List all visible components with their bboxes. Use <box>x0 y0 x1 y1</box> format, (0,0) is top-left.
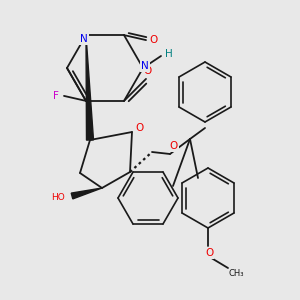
Text: N: N <box>141 61 149 71</box>
Text: CH₃: CH₃ <box>228 269 244 278</box>
Text: O: O <box>144 66 152 76</box>
Text: HO: HO <box>51 194 65 202</box>
Text: F: F <box>53 91 59 101</box>
Polygon shape <box>86 35 94 140</box>
Text: O: O <box>205 248 213 258</box>
Polygon shape <box>71 188 102 199</box>
Text: O: O <box>150 35 158 45</box>
Text: H: H <box>165 49 173 59</box>
Text: N: N <box>80 34 88 44</box>
Text: O: O <box>170 141 178 151</box>
Text: O: O <box>136 123 144 133</box>
